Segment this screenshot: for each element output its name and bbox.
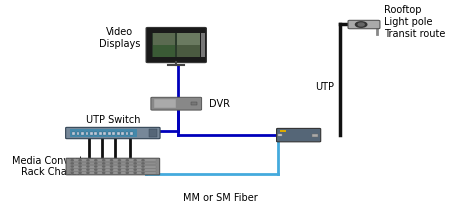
Circle shape [134,172,136,173]
Circle shape [87,172,89,173]
Circle shape [111,166,112,167]
Circle shape [87,163,89,164]
Circle shape [87,169,89,170]
Circle shape [87,166,89,167]
Circle shape [95,172,97,173]
Bar [126,132,128,135]
Circle shape [134,163,136,164]
Circle shape [102,160,105,161]
Bar [95,132,97,135]
Circle shape [79,160,81,161]
Circle shape [134,166,136,167]
Bar [81,132,84,135]
Bar [121,132,124,135]
Text: DVR: DVR [209,99,230,109]
Bar [313,134,318,137]
Bar [85,132,88,135]
Circle shape [356,22,367,27]
Circle shape [118,160,121,161]
Circle shape [142,169,144,170]
Circle shape [126,172,128,173]
Bar [72,132,75,135]
Circle shape [111,160,112,161]
FancyBboxPatch shape [276,128,321,142]
Bar [69,159,156,161]
Circle shape [71,169,73,170]
Bar [69,163,156,164]
Circle shape [71,172,73,173]
Circle shape [79,169,81,170]
Bar [154,99,176,108]
FancyBboxPatch shape [66,158,159,175]
Circle shape [358,23,364,26]
Circle shape [71,163,73,164]
Bar [130,132,133,135]
Circle shape [118,163,121,164]
Text: Media Converter
Rack Chassis: Media Converter Rack Chassis [12,156,93,177]
Bar [108,132,111,135]
Circle shape [126,163,128,164]
Bar [99,132,102,135]
Circle shape [142,166,144,167]
Circle shape [95,163,97,164]
Bar [201,33,205,57]
Circle shape [79,172,81,173]
Bar [112,132,115,135]
Circle shape [126,169,128,170]
FancyBboxPatch shape [348,20,380,29]
Circle shape [111,172,112,173]
Bar [152,33,200,57]
Circle shape [102,166,105,167]
Circle shape [142,163,144,164]
Bar [191,102,197,105]
Bar [77,132,80,135]
Circle shape [134,160,136,161]
Bar [69,169,156,171]
Circle shape [118,172,121,173]
Circle shape [79,163,81,164]
Bar [90,132,93,135]
Circle shape [126,160,128,161]
Circle shape [142,172,144,173]
FancyBboxPatch shape [151,97,202,110]
Circle shape [118,166,121,167]
FancyBboxPatch shape [66,127,160,139]
Circle shape [118,169,121,170]
Bar [153,33,175,45]
Bar [149,129,157,137]
Circle shape [102,163,105,164]
Text: Video
Displays: Video Displays [99,27,140,49]
Circle shape [71,160,73,161]
Bar [153,45,175,57]
Bar [103,132,106,135]
Text: UTP: UTP [315,82,335,92]
Circle shape [95,166,97,167]
Bar [69,166,156,168]
Circle shape [102,169,105,170]
Circle shape [111,163,112,164]
Circle shape [79,166,81,167]
Circle shape [126,166,128,167]
Bar [69,172,156,174]
Circle shape [111,169,112,170]
FancyBboxPatch shape [146,27,207,63]
Text: MM or SM Fiber: MM or SM Fiber [183,193,257,203]
Circle shape [71,166,73,167]
Bar [278,134,282,136]
Bar [280,130,286,132]
Circle shape [87,160,89,161]
Circle shape [95,160,97,161]
Bar [70,129,137,137]
Circle shape [95,169,97,170]
Bar [177,45,200,57]
Circle shape [134,169,136,170]
Bar [177,33,200,45]
Text: Rooftop
Light pole
Transit route: Rooftop Light pole Transit route [384,5,445,39]
Bar [117,132,120,135]
Text: UTP Switch: UTP Switch [85,115,140,125]
Circle shape [142,160,144,161]
Circle shape [102,172,105,173]
